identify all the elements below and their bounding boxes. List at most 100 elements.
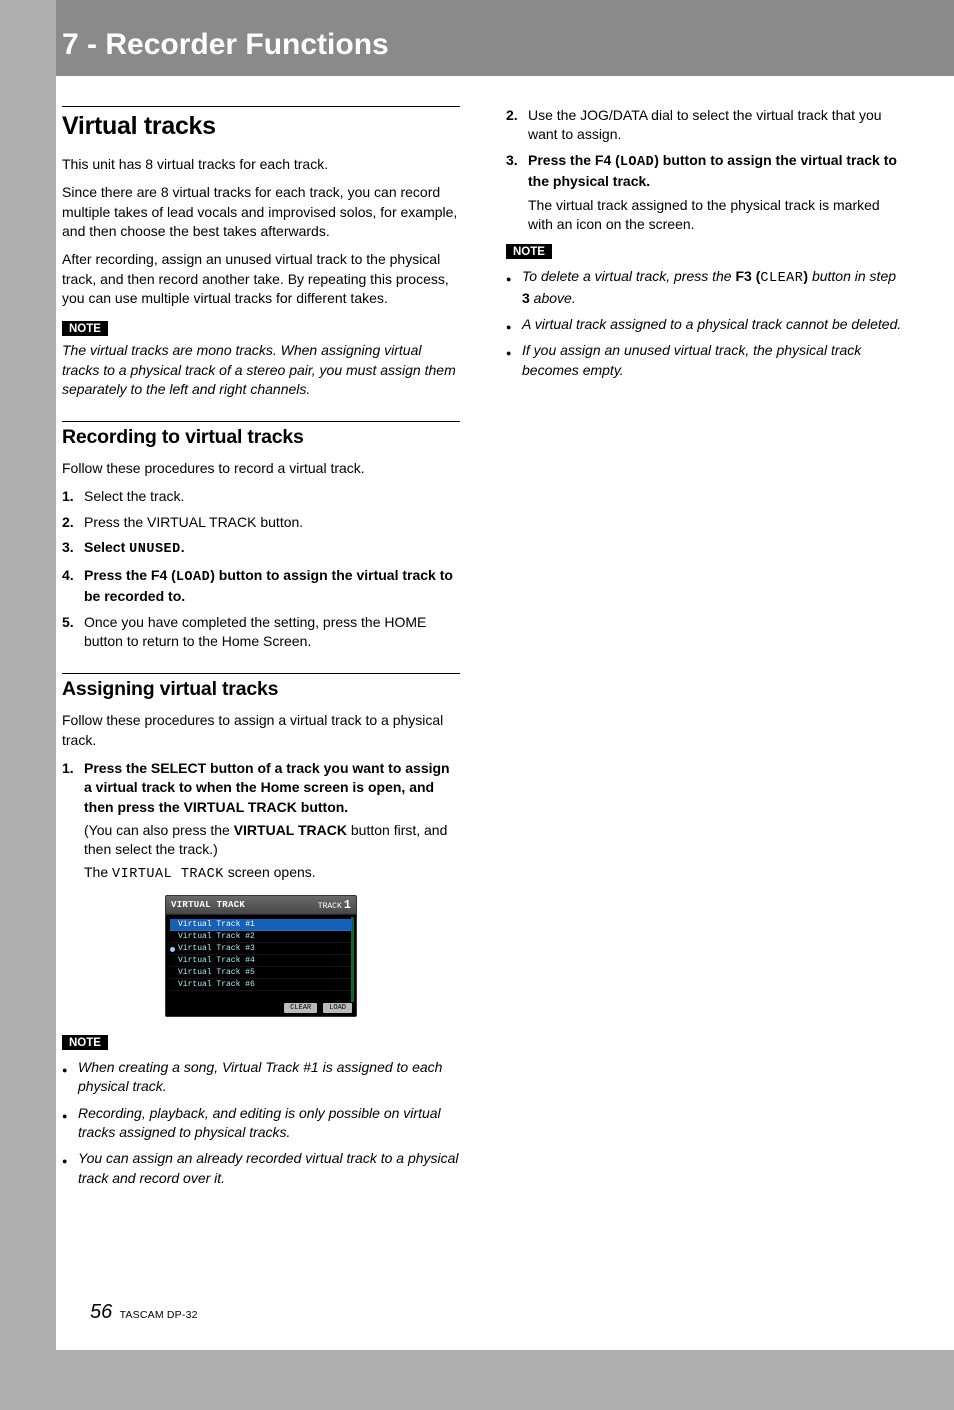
note-text: The virtual tracks are mono tracks. When… (62, 341, 460, 399)
text: Press the SELECT button of a track you w… (84, 760, 450, 815)
list-item: 1.Select the track. (62, 487, 460, 506)
paragraph: Since there are 8 virtual tracks for eac… (62, 183, 460, 241)
page-inner: 7 - Recorder Functions Virtual tracks Th… (28, 0, 954, 1350)
assigned-dot-icon (170, 947, 175, 952)
note-badge: NOTE (62, 321, 108, 336)
subsection-title-recording: Recording to virtual tracks (62, 421, 460, 449)
text: Press the F4 ( (84, 567, 176, 583)
note-text: To delete a virtual track, press the F3 … (522, 267, 904, 308)
step-body: Select UNUSED. (84, 538, 460, 560)
lcd-screen: VIRTUAL TRACK TRACK1 Virtual Track #1 Vir… (165, 895, 357, 1017)
note-text: If you assign an unused virtual track, t… (522, 341, 904, 380)
step-number: 3. (506, 151, 528, 235)
list-item: ●You can assign an already recorded virt… (62, 1149, 460, 1188)
assigning-steps-part2: 2.Use the JOG/DATA dial to select the vi… (506, 106, 904, 234)
step-number: 4. (62, 566, 84, 607)
text: Select (84, 539, 129, 555)
step-body: Press the VIRTUAL TRACK button. (84, 513, 460, 532)
chapter-header-bar: 7 - Recorder Functions (28, 0, 954, 76)
list-item: ●A virtual track assigned to a physical … (506, 315, 904, 334)
text: (You can also press the (84, 822, 234, 838)
page-number: 56 (90, 1301, 112, 1323)
list-item: 2.Use the JOG/DATA dial to select the vi… (506, 106, 904, 145)
note-badge: NOTE (62, 1035, 108, 1050)
step-number: 2. (506, 106, 528, 145)
step-subtext: (You can also press the VIRTUAL TRACK bu… (84, 821, 460, 860)
step-body: Once you have completed the setting, pre… (84, 613, 460, 652)
virtual-track-screenshot: VIRTUAL TRACK TRACK1 Virtual Track #1 Vir… (62, 895, 460, 1017)
note-text: You can assign an already recorded virtu… (78, 1149, 460, 1188)
bullet-icon: ● (62, 1104, 78, 1143)
lcd-row-label: Virtual Track #1 (178, 920, 255, 929)
note-bullet-list: ●To delete a virtual track, press the F3… (506, 267, 904, 380)
lcd-row: Virtual Track #5 (170, 967, 352, 979)
lcd-button-load: LOAD (323, 1003, 352, 1013)
mono-text: VIRTUAL TRACK (112, 867, 224, 882)
list-item: 3. Press the F4 (LOAD) button to assign … (506, 151, 904, 235)
list-item: ●To delete a virtual track, press the F3… (506, 267, 904, 308)
list-item: 1. Press the SELECT button of a track yo… (62, 759, 460, 885)
list-item: ●If you assign an unused virtual track, … (506, 341, 904, 380)
lcd-row: Virtual Track #3 (170, 943, 352, 955)
paragraph: This unit has 8 virtual tracks for each … (62, 155, 460, 174)
text: TRACK (318, 902, 342, 911)
step-body: Use the JOG/DATA dial to select the virt… (528, 106, 904, 145)
note-text: Recording, playback, and editing is only… (78, 1104, 460, 1143)
lcd-track-indicator: TRACK1 (318, 898, 351, 912)
note-text: When creating a song, Virtual Track #1 i… (78, 1058, 460, 1097)
step-body: Press the F4 (LOAD) button to assign the… (528, 151, 904, 235)
lcd-row: Virtual Track #1 (170, 919, 352, 931)
recording-steps: 1.Select the track. 2.Press the VIRTUAL … (62, 487, 460, 651)
list-item: 4.Press the F4 (LOAD) button to assign t… (62, 566, 460, 607)
step-body: Select the track. (84, 487, 460, 506)
step-body: Press the SELECT button of a track you w… (84, 759, 460, 885)
page: 7 - Recorder Functions Virtual tracks Th… (0, 0, 954, 1410)
left-column: Virtual tracks This unit has 8 virtual t… (62, 106, 460, 1195)
product-name: TASCAM DP-32 (120, 1309, 198, 1321)
step-number: 1. (62, 487, 84, 506)
lcd-button-clear: CLEAR (284, 1003, 317, 1013)
list-item: ●When creating a song, Virtual Track #1 … (62, 1058, 460, 1097)
lcd-row: Virtual Track #2 (170, 931, 352, 943)
text: . (181, 539, 185, 555)
lcd-header: VIRTUAL TRACK TRACK1 (166, 896, 356, 915)
mono-text: UNUSED (129, 542, 181, 557)
list-item: 5.Once you have completed the setting, p… (62, 613, 460, 652)
right-column: 2.Use the JOG/DATA dial to select the vi… (506, 106, 904, 1195)
step-subtext: The VIRTUAL TRACK screen opens. (84, 863, 460, 885)
text: screen opens. (224, 864, 316, 880)
paragraph: Follow these procedures to assign a virt… (62, 711, 460, 750)
text: VIRTUAL TRACK (234, 822, 347, 838)
step-subtext: The virtual track assigned to the physic… (528, 196, 904, 235)
lcd-row: Virtual Track #6 (170, 979, 352, 991)
bullet-icon: ● (62, 1058, 78, 1097)
list-item: ●Recording, playback, and editing is onl… (62, 1104, 460, 1143)
step-number: 1. (62, 759, 84, 885)
step-number: 5. (62, 613, 84, 652)
lcd-row-label: Virtual Track #2 (178, 932, 255, 941)
lcd-title: VIRTUAL TRACK (171, 900, 245, 910)
section-title-virtual-tracks: Virtual tracks (62, 106, 460, 141)
step-number: 2. (62, 513, 84, 532)
note-bullet-list: ●When creating a song, Virtual Track #1 … (62, 1058, 460, 1188)
list-item: 3.Select UNUSED. (62, 538, 460, 560)
bullet-icon: ● (506, 315, 522, 334)
mono-text: LOAD (620, 155, 654, 170)
chapter-title: 7 - Recorder Functions (62, 28, 954, 62)
bullet-icon: ● (506, 267, 522, 308)
text: 1 (344, 898, 351, 912)
left-margin-stripe (28, 0, 56, 1350)
paragraph: After recording, assign an unused virtua… (62, 250, 460, 308)
bullet-icon: ● (506, 341, 522, 380)
page-footer: 56 TASCAM DP-32 (90, 1301, 198, 1324)
lcd-row-label: Virtual Track #3 (178, 944, 255, 953)
lcd-row: Virtual Track #4 (170, 955, 352, 967)
lcd-row-label: Virtual Track #4 (178, 956, 255, 965)
mono-text: LOAD (176, 570, 210, 585)
list-item: 2.Press the VIRTUAL TRACK button. (62, 513, 460, 532)
bullet-icon: ● (62, 1149, 78, 1188)
note-badge: NOTE (506, 244, 552, 259)
lcd-footer: CLEAR LOAD (166, 1003, 356, 1016)
step-body: Press the F4 (LOAD) button to assign the… (84, 566, 460, 607)
text: The (84, 864, 112, 880)
